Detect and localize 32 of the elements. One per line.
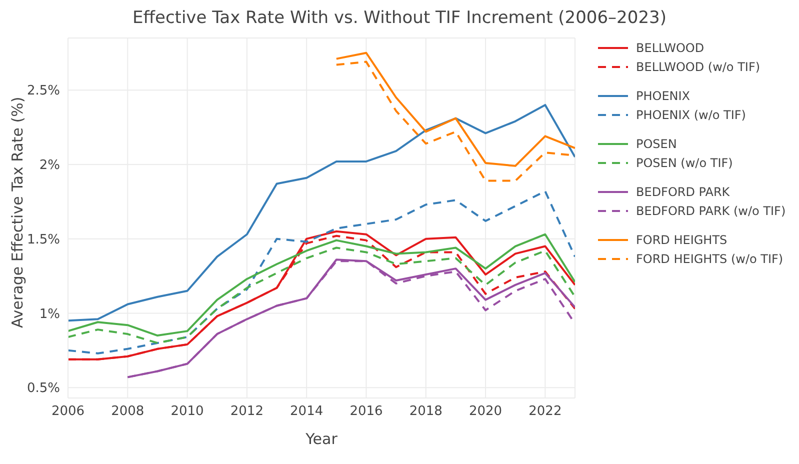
legend-label: BEDFORD PARK (w/o TIF) bbox=[636, 204, 786, 218]
x-tick-label: 2012 bbox=[230, 404, 264, 420]
x-tick-label: 2022 bbox=[528, 404, 562, 420]
y-tick-label: 2% bbox=[39, 158, 60, 174]
legend-label: FORD HEIGHTS bbox=[636, 232, 728, 246]
y-tick-label: 0.5% bbox=[26, 381, 60, 396]
legend-label: PHOENIX bbox=[636, 88, 690, 102]
x-tick-label: 2018 bbox=[409, 404, 442, 420]
x-tick-label: 2010 bbox=[170, 404, 204, 420]
line-series bbox=[68, 246, 575, 344]
x-tick-label: 2020 bbox=[468, 404, 502, 420]
x-axis-title: Year bbox=[304, 430, 338, 448]
legend-label: POSEN bbox=[636, 136, 677, 150]
chart-title: Effective Tax Rate With vs. Without TIF Increment (2006–2023) bbox=[132, 8, 668, 28]
y-tick-label: 2.5% bbox=[26, 84, 60, 99]
x-tick-label: 2014 bbox=[290, 404, 324, 420]
x-tick-label: 2006 bbox=[51, 404, 85, 420]
legend-label: BELLWOOD bbox=[636, 40, 704, 54]
y-tick-label: 1.5% bbox=[26, 232, 60, 248]
x-tick-label: 2016 bbox=[350, 404, 383, 420]
legend-label: FORD HEIGHTS (w/o TIF) bbox=[636, 252, 784, 266]
legend-label: PHOENIX (w/o TIF) bbox=[636, 108, 746, 122]
y-tick-label: 1% bbox=[39, 306, 60, 322]
legend-label: BEDFORD PARK bbox=[636, 184, 730, 198]
line-series bbox=[68, 104, 575, 322]
legend-label: POSEN (w/o TIF) bbox=[636, 156, 733, 170]
y-axis-title: Average Effective Tax Rate (%) bbox=[8, 96, 26, 328]
line-series bbox=[68, 190, 575, 354]
line-series bbox=[335, 52, 575, 167]
legend-label: BELLWOOD (w/o TIF) bbox=[636, 60, 760, 74]
line-series bbox=[68, 233, 575, 337]
x-tick-label: 2008 bbox=[111, 404, 144, 420]
